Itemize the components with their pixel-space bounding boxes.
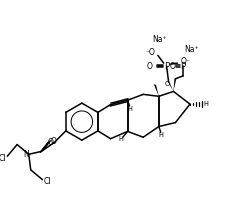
Text: Cl: Cl	[0, 154, 6, 163]
Text: O: O	[47, 138, 53, 147]
Text: O: O	[164, 81, 170, 87]
Text: ⁻O: ⁻O	[144, 48, 154, 57]
Text: O⁻: O⁻	[179, 57, 189, 66]
Text: N: N	[23, 150, 29, 159]
Polygon shape	[153, 84, 158, 96]
Text: Na⁺: Na⁺	[184, 45, 198, 54]
Polygon shape	[173, 79, 175, 91]
Text: P: P	[163, 62, 168, 71]
Text: H: H	[118, 136, 123, 142]
Text: H: H	[127, 106, 131, 112]
Text: O: O	[169, 62, 175, 71]
Text: H: H	[158, 132, 163, 138]
Text: Na⁺: Na⁺	[152, 35, 166, 44]
Text: O: O	[146, 62, 151, 71]
Text: P: P	[180, 62, 185, 71]
Text: Cl: Cl	[43, 177, 51, 186]
Text: H: H	[202, 101, 207, 107]
Text: O: O	[50, 137, 56, 146]
Polygon shape	[167, 81, 173, 91]
